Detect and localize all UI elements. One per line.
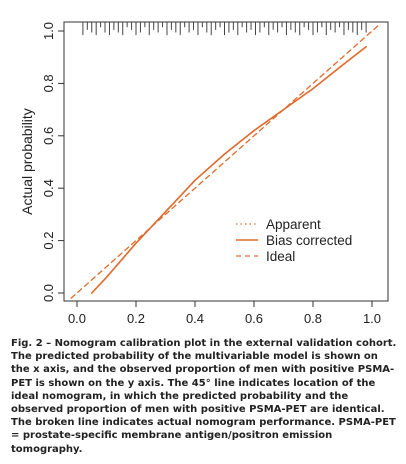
y-tick-label: 0.6: [41, 127, 56, 145]
figure-caption-label: Fig. 2 –: [11, 338, 51, 349]
y-axis-title: Actual probability: [19, 108, 35, 215]
y-tick-label: 0.0: [41, 284, 56, 302]
x-tick-label: 0.4: [186, 311, 204, 326]
plot-frame: [64, 22, 388, 301]
y-tick-label: 1.0: [41, 22, 56, 40]
x-tick-label: 0.6: [245, 311, 263, 326]
legend-label: Ideal: [266, 249, 295, 264]
series-line-bias-corrected: [92, 47, 366, 293]
x-tick-label: 0.0: [68, 311, 86, 326]
figure-caption-text: Nomogram calibration plot in the externa…: [11, 338, 396, 455]
figure-caption: Fig. 2 – Nomogram calibration plot in th…: [11, 337, 397, 456]
y-tick-label: 0.2: [41, 232, 56, 250]
series-line-ideal: [71, 26, 378, 298]
x-tick-label: 1.0: [363, 311, 381, 326]
legend-label: Apparent: [266, 217, 321, 232]
legend-label: Bias corrected: [266, 233, 352, 248]
x-tick-label: 0.2: [127, 311, 145, 326]
y-tick-label: 0.8: [41, 74, 56, 92]
calibration-plot: 0.0 0.2 0.4 0.6 0.8 1.0 0.0 0.2 0.4 0.6 0.8 1.0 Actu…: [0, 0, 406, 332]
series-line-apparent: [92, 47, 366, 293]
x-tick-label: 0.8: [304, 311, 322, 326]
y-tick-label: 0.4: [41, 179, 56, 197]
